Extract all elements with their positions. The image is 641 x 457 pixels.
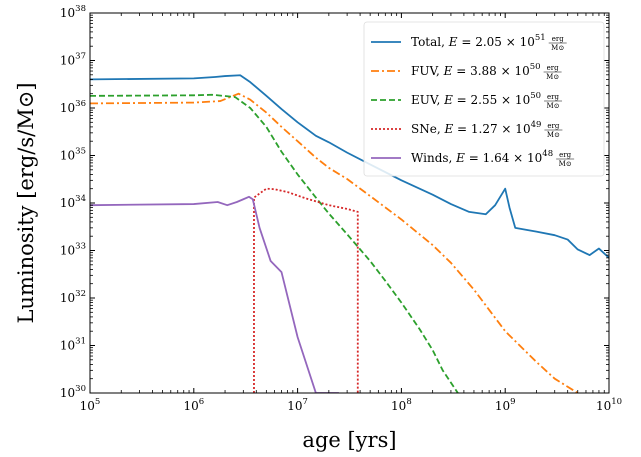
legend-unit-num: erg (547, 122, 559, 130)
legend-label-total: Total, E = 2.05 × 1051 (411, 33, 546, 49)
legend-unit-num: erg (547, 64, 559, 72)
legend-unit-den: M⊙ (547, 102, 560, 110)
legend-unit-den: M⊙ (551, 44, 564, 52)
legend-unit-den: M⊙ (547, 131, 560, 139)
x-tick-label: 109 (495, 397, 516, 413)
y-tick-label: 1035 (60, 147, 86, 163)
y-tick-label: 1030 (60, 384, 86, 400)
x-tick-label: 108 (391, 397, 412, 413)
legend-label-fuv: FUV, E = 3.88 × 1050 (411, 62, 541, 78)
x-tick-label: 107 (287, 397, 308, 413)
legend-unit-num: erg (559, 151, 571, 159)
y-tick-label: 1038 (60, 4, 86, 20)
x-tick-label: 105 (80, 397, 101, 413)
y-tick-label: 1037 (60, 52, 86, 68)
y-tick-label: 1031 (60, 337, 86, 353)
legend-unit-den: M⊙ (559, 160, 572, 168)
y-tick-label: 1033 (60, 242, 86, 258)
legend-label-sne: SNe, E = 1.27 × 1049 (411, 120, 541, 136)
tick-labels-layer: 105 106 107 108 109 1010 1030 1031 1032 1033 1034 1… (60, 4, 622, 413)
legend-box (363, 21, 605, 177)
ticks-layer (89, 12, 610, 394)
x-tick-label: 106 (183, 397, 204, 413)
legend-unit-num: erg (547, 93, 559, 101)
series-line-winds (90, 195, 339, 393)
y-tick-label: 1034 (60, 194, 86, 210)
y-tick-label: 1036 (60, 99, 86, 115)
legend-unit-num: erg (552, 35, 564, 43)
legend-label-euv: EUV, E = 2.55 × 1050 (411, 91, 541, 107)
series-line-fuv (90, 92, 579, 393)
series-layer (90, 74, 609, 393)
y-tick-label: 1032 (60, 289, 86, 305)
legend-label-winds: Winds, E = 1.64 × 1048 (411, 149, 553, 165)
y-axis-label: Luminosity [erg/s/M⊙] (14, 82, 38, 323)
x-axis-label: age [yrs] (302, 428, 396, 452)
legend-unit-den: M⊙ (546, 73, 559, 81)
series-line-sne (253, 187, 359, 393)
series-line-total (90, 74, 609, 259)
x-tick-label: 1010 (596, 397, 622, 413)
